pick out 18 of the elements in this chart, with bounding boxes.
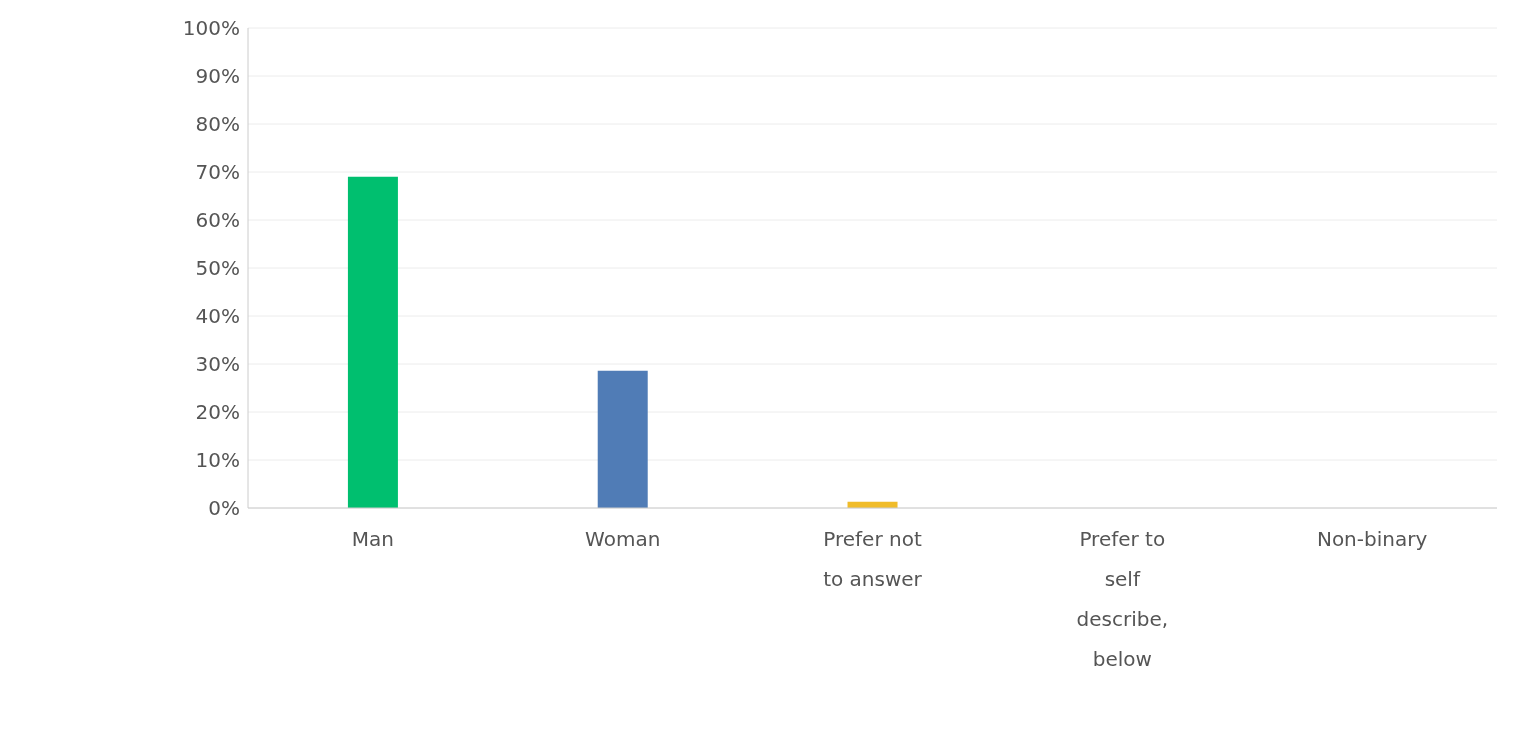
y-tick-label: 20% <box>195 400 240 425</box>
y-tick-label: 10% <box>195 448 240 473</box>
y-tick-label: 90% <box>195 64 240 89</box>
x-tick-label: Non-binary <box>1316 527 1428 551</box>
y-tick-label: 100% <box>182 16 240 41</box>
y-tick-label: 60% <box>195 208 240 233</box>
y-tick-label: 30% <box>195 352 240 377</box>
x-tick-label: Prefer not to answer <box>823 527 923 591</box>
x-tick-label: Man <box>351 527 394 551</box>
x-tick-label: Prefer to self describe, below <box>1076 527 1169 671</box>
x-tick-label: Woman <box>585 527 661 551</box>
bar <box>597 370 648 508</box>
y-tick-label: 0% <box>208 496 240 521</box>
bar <box>347 176 398 508</box>
y-tick-label: 50% <box>195 256 240 281</box>
y-tick-label: 40% <box>195 304 240 329</box>
y-tick-label: 80% <box>195 112 240 137</box>
y-tick-label: 70% <box>195 160 240 185</box>
